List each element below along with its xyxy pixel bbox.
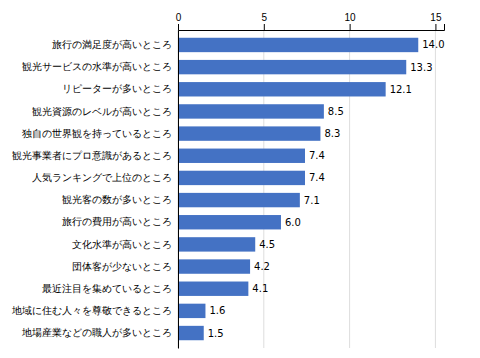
y-tick-label: 地場産業などの職人が多いところ bbox=[21, 327, 172, 338]
y-tick-label: 旅行の満足度が高いところ bbox=[52, 39, 172, 50]
data-label: 12.1 bbox=[390, 84, 412, 95]
x-tick: 5 bbox=[262, 12, 268, 30]
x-tick: 15 bbox=[430, 12, 442, 30]
y-tick: 人気ランキングで上位のところ bbox=[32, 172, 172, 183]
bar bbox=[178, 60, 406, 74]
bar bbox=[178, 104, 324, 118]
y-tick-label: 最近注目を集めているところ bbox=[42, 283, 172, 294]
plot: 1.5 1.6 4.1 4.2 4.5 6.07.1 7.4 7.4 8.3 8.5 12.1 13.… bbox=[11, 12, 445, 349]
bar bbox=[178, 215, 281, 229]
x-tick-mark bbox=[350, 24, 351, 30]
x-tick-label: 15 bbox=[430, 12, 442, 23]
y-tick: 最近注目を集めているところ bbox=[42, 283, 172, 294]
x-tick-mark bbox=[178, 24, 179, 30]
y-tick-label: 地域に住む人々を尊敬できるところ bbox=[11, 305, 172, 316]
x-tick: 0 bbox=[176, 12, 182, 30]
data-label: 4.1 bbox=[252, 283, 268, 294]
y-tick-label: 観光資源のレベルが高いところ bbox=[32, 106, 172, 117]
data-label: 1.6 bbox=[209, 305, 225, 316]
bar bbox=[178, 38, 418, 52]
y-tick-label: リピーターが多いところ bbox=[62, 83, 172, 94]
x-tick-label: 0 bbox=[176, 12, 182, 23]
y-tick-label: 観光客の数が多いところ bbox=[62, 194, 172, 205]
grid-line bbox=[263, 30, 264, 348]
bar bbox=[178, 282, 248, 296]
bar bbox=[178, 326, 204, 340]
grid-line bbox=[349, 30, 350, 348]
y-axis-line bbox=[178, 31, 179, 349]
x-axis: 0 5 10 15 bbox=[176, 12, 445, 31]
x-tick-mark bbox=[264, 24, 265, 30]
y-tick-label: 旅行の費用が高いところ bbox=[62, 216, 172, 227]
data-label: 1.5 bbox=[208, 328, 224, 339]
data-label: 8.5 bbox=[328, 106, 344, 117]
bars bbox=[178, 38, 418, 340]
data-label: 14.0 bbox=[422, 39, 444, 50]
data-label: 7.1 bbox=[304, 195, 320, 206]
bar bbox=[178, 82, 386, 96]
y-tick: 観光資源のレベルが高いところ bbox=[32, 106, 172, 117]
x-axis-line bbox=[179, 24, 445, 31]
bar bbox=[178, 237, 255, 251]
bar bbox=[178, 304, 205, 318]
bar bbox=[178, 149, 305, 163]
y-tick: 観光事業者にプロ意識があるところ bbox=[12, 150, 172, 161]
y-axis: 旅行の満足度が高いところ観光サービスの水準が高いところリピーターが多いところ観光… bbox=[11, 31, 179, 349]
chart: 1.5 1.6 4.1 4.2 4.5 6.07.1 7.4 7.4 8.3 8.5 12.1 13.… bbox=[0, 0, 480, 358]
data-label: 6.0 bbox=[285, 217, 301, 228]
y-tick: 地場産業などの職人が多いところ bbox=[21, 327, 172, 338]
x-tick-label: 5 bbox=[262, 12, 268, 23]
y-tick: リピーターが多いところ bbox=[62, 83, 172, 94]
grid-line bbox=[435, 30, 436, 348]
y-tick: 地域に住む人々を尊敬できるところ bbox=[11, 305, 172, 316]
y-tick: 団体客が少ないところ bbox=[72, 261, 172, 272]
x-tick-label: 10 bbox=[345, 12, 357, 23]
y-tick-label: 団体客が少ないところ bbox=[72, 261, 172, 272]
data-label: 4.2 bbox=[254, 261, 270, 272]
data-label: 7.4 bbox=[309, 172, 325, 183]
bar bbox=[178, 126, 320, 140]
bar bbox=[178, 171, 305, 185]
y-tick-label: 独自の世界観を持っているところ bbox=[22, 128, 172, 139]
data-labels: 1.5 1.6 4.1 4.2 4.5 6.07.1 7.4 7.4 8.3 8.5 12.1 13.… bbox=[208, 39, 445, 338]
grid bbox=[178, 30, 435, 348]
x-tick: 10 bbox=[345, 12, 357, 30]
y-tick: 文化水準が高いところ bbox=[72, 239, 172, 250]
y-tick-label: 文化水準が高いところ bbox=[72, 239, 172, 250]
bar bbox=[178, 259, 250, 273]
y-tick: 独自の世界観を持っているところ bbox=[22, 128, 172, 139]
data-label: 8.3 bbox=[324, 128, 340, 139]
bar bbox=[178, 193, 300, 207]
y-tick: 観光サービスの水準が高いところ bbox=[22, 61, 172, 72]
y-tick-label: 人気ランキングで上位のところ bbox=[32, 172, 172, 183]
data-label: 7.4 bbox=[309, 150, 325, 161]
x-tick-mark bbox=[435, 24, 436, 30]
data-label: 13.3 bbox=[410, 62, 432, 73]
y-tick-label: 観光事業者にプロ意識があるところ bbox=[12, 150, 172, 161]
data-label: 4.5 bbox=[259, 239, 275, 250]
grid-line bbox=[178, 30, 179, 348]
y-tick: 旅行の費用が高いところ bbox=[62, 216, 172, 227]
y-tick: 旅行の満足度が高いところ bbox=[52, 39, 172, 50]
y-tick-label: 観光サービスの水準が高いところ bbox=[22, 61, 172, 72]
y-tick: 観光客の数が多いところ bbox=[62, 194, 172, 205]
